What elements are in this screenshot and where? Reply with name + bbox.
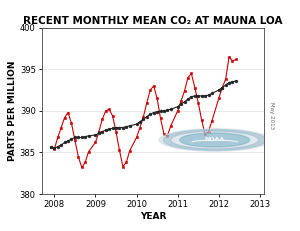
X-axis label: YEAR: YEAR [140, 212, 166, 221]
Text: May 2013: May 2013 [269, 102, 274, 129]
Text: NOAA: NOAA [205, 137, 225, 142]
Circle shape [180, 133, 250, 147]
Title: RECENT MONTHLY MEAN CO₂ AT MAUNA LOA: RECENT MONTHLY MEAN CO₂ AT MAUNA LOA [23, 15, 283, 26]
Circle shape [159, 129, 270, 151]
Y-axis label: PARTS PER MILLION: PARTS PER MILLION [8, 61, 17, 161]
